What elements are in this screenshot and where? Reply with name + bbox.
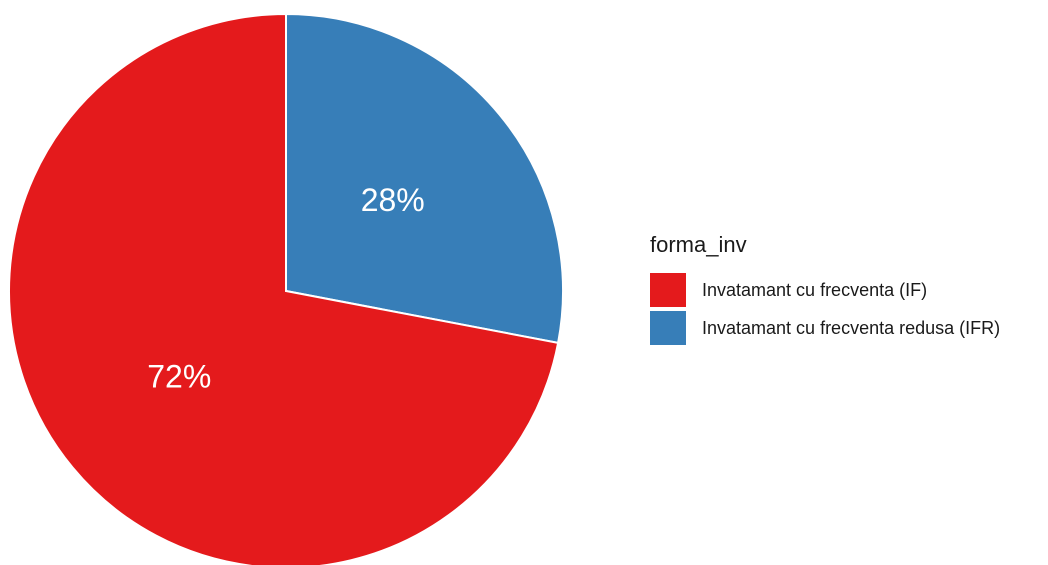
- legend-label-if: Invatamant cu frecventa (IF): [702, 279, 928, 300]
- legend-item-ifr: Invatamant cu frecventa redusa (IFR): [650, 310, 1000, 346]
- pie-slice-ifr: [285, 12, 564, 345]
- legend-key-if: [650, 273, 686, 307]
- legend-title: forma_inv: [650, 232, 747, 257]
- legend: forma_inv Invatamant cu frecventa (IF) I…: [650, 232, 1000, 348]
- pie-slice-if: [8, 12, 560, 565]
- legend-label-ifr: Invatamant cu frecventa redusa (IFR): [702, 317, 1001, 338]
- legend-item-if: Invatamant cu frecventa (IF): [650, 272, 1000, 308]
- slice-label-ifr: 28%: [361, 182, 425, 218]
- slice-label-if: 72%: [147, 359, 211, 395]
- legend-key-ifr: [650, 311, 686, 345]
